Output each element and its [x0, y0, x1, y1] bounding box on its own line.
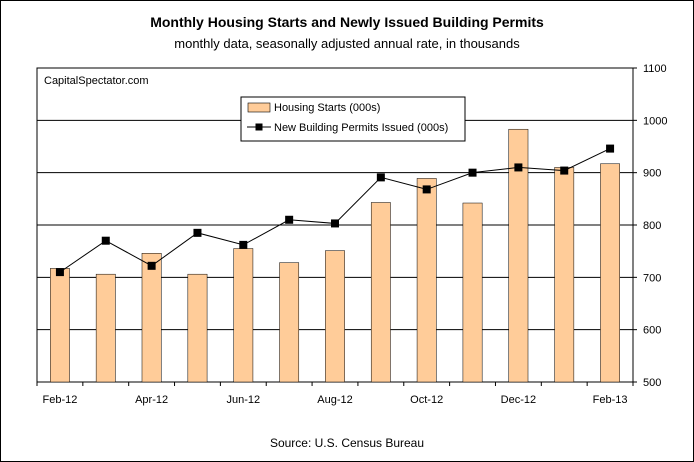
- bar-series: [50, 128, 620, 383]
- legend-label-housing-starts: Housing Starts (000s): [274, 102, 380, 114]
- marker-permits: [376, 173, 385, 182]
- x-tick-label: Feb-12: [42, 394, 77, 406]
- bar-housing-starts: [279, 262, 300, 383]
- marker-permits: [147, 261, 156, 270]
- bar-housing-starts: [141, 253, 162, 383]
- legend-box: [240, 96, 466, 142]
- y-tick-label: 700: [643, 272, 661, 284]
- chart-subtitle: monthly data, seasonally adjusted annual…: [174, 36, 520, 51]
- bar-housing-starts: [600, 163, 620, 383]
- bar-housing-starts: [50, 268, 70, 383]
- y-tick-label: 500: [643, 377, 661, 389]
- marker-permits: [422, 185, 431, 194]
- bar-housing-starts: [508, 128, 529, 383]
- bar-housing-starts: [370, 202, 391, 383]
- marker-permits: [606, 144, 615, 153]
- marker-permits: [193, 228, 202, 237]
- y-tick-label: 600: [643, 325, 661, 337]
- marker-permits: [514, 163, 523, 172]
- bar-housing-starts: [187, 273, 208, 383]
- marker-permits: [55, 268, 64, 277]
- bar-housing-starts: [416, 178, 437, 383]
- watermark: CapitalSpectator.com: [44, 75, 149, 87]
- bar-housing-starts: [95, 273, 116, 383]
- x-tick-label: Oct-12: [410, 394, 443, 406]
- legend-marker: [255, 123, 263, 131]
- x-axis-ticks: Feb-12 Apr-12 Jun-12 Aug-12 Oct-12 Dec-12 Feb-…: [36, 382, 634, 406]
- x-tick-label: Jun-12: [226, 394, 260, 406]
- marker-permits: [331, 219, 339, 228]
- bar-housing-starts: [462, 202, 483, 383]
- x-tick-label: Aug-12: [317, 394, 352, 406]
- x-tick-label: Feb-13: [593, 394, 628, 406]
- legend: Housing Starts (000s) New Building Permi…: [240, 96, 466, 142]
- legend-label-permits: New Building Permits Issued (000s): [274, 122, 448, 134]
- x-tick-label: Dec-12: [501, 394, 536, 406]
- y-tick-label: 1100: [643, 63, 667, 75]
- legend-bar-swatch: [247, 102, 271, 113]
- x-tick-label: Apr-12: [135, 394, 168, 406]
- chart-source: Source: U.S. Census Bureau: [269, 436, 425, 450]
- marker-permits: [468, 168, 477, 177]
- line-series: [55, 144, 615, 277]
- bar-housing-starts: [233, 248, 254, 383]
- marker-permits: [285, 215, 294, 224]
- marker-permits: [560, 166, 569, 175]
- y-tick-label: 900: [643, 168, 661, 180]
- y-tick-label: 1000: [643, 115, 667, 127]
- bar-housing-starts: [325, 250, 345, 383]
- marker-permits: [101, 236, 110, 245]
- y-axis-ticks: 500 600 700 800 900 1000 1100: [633, 63, 667, 389]
- chart-title: Monthly Housing Starts and Newly Issued …: [150, 14, 544, 30]
- bar-housing-starts: [554, 167, 575, 383]
- marker-permits: [239, 240, 248, 249]
- y-tick-label: 800: [643, 220, 661, 232]
